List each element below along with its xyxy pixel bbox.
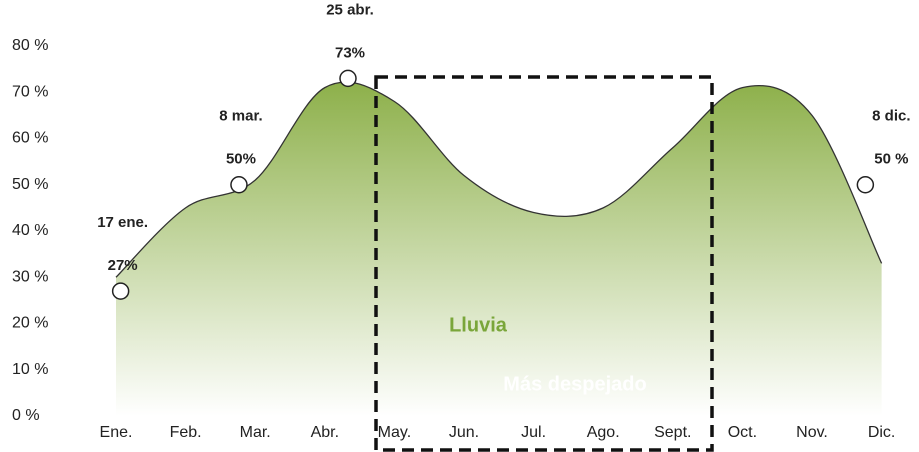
y-tick-label: 40 % [12,222,48,239]
y-tick-label: 80 % [12,37,48,54]
annotation-value: 50 % [874,151,908,168]
annotation-marker [230,176,248,194]
x-tick-label: Nov. [796,424,828,441]
y-tick-label: 70 % [12,83,48,100]
x-tick-label: Jul. [521,424,546,441]
x-tick-label: Ago. [587,424,620,441]
annotation-marker [339,69,357,88]
x-tick-label: Jun. [449,424,479,441]
x-tick-label: Oct. [728,424,757,441]
highlight-box [374,75,714,452]
y-tick-label: 60 % [12,130,48,147]
y-tick-label: 20 % [12,315,48,332]
y-tick-label: 10 % [12,361,48,378]
y-tick-label: 30 % [12,268,48,285]
area [116,82,882,416]
x-tick-label: Feb. [170,424,202,441]
x-tick-label: Ene. [100,424,133,441]
annotation-value: 50% [226,151,256,168]
y-tick-label: 0 % [12,407,40,424]
x-tick-label: Mar. [240,424,271,441]
x-tick-label: May. [378,424,411,441]
area-label: Lluvia [449,314,508,336]
annotation-date: 25 abr. [326,1,374,18]
line [115,81,883,278]
area-label: Más despejado [503,373,646,395]
annotation-date: 8 mar. [219,108,262,125]
annotation-date: 8 dic. [872,108,910,125]
annotation-date: 17 ene. [97,214,148,231]
x-tick-label: Abr. [311,424,339,441]
annotation-value: 27% [108,257,138,274]
annotation-marker [111,282,130,300]
annotation-marker [856,176,875,194]
annotation-value: 73% [335,44,365,61]
y-tick-label: 50 % [12,176,48,193]
x-tick-label: Dic. [868,424,896,441]
x-tick-label: Sept. [654,424,691,441]
